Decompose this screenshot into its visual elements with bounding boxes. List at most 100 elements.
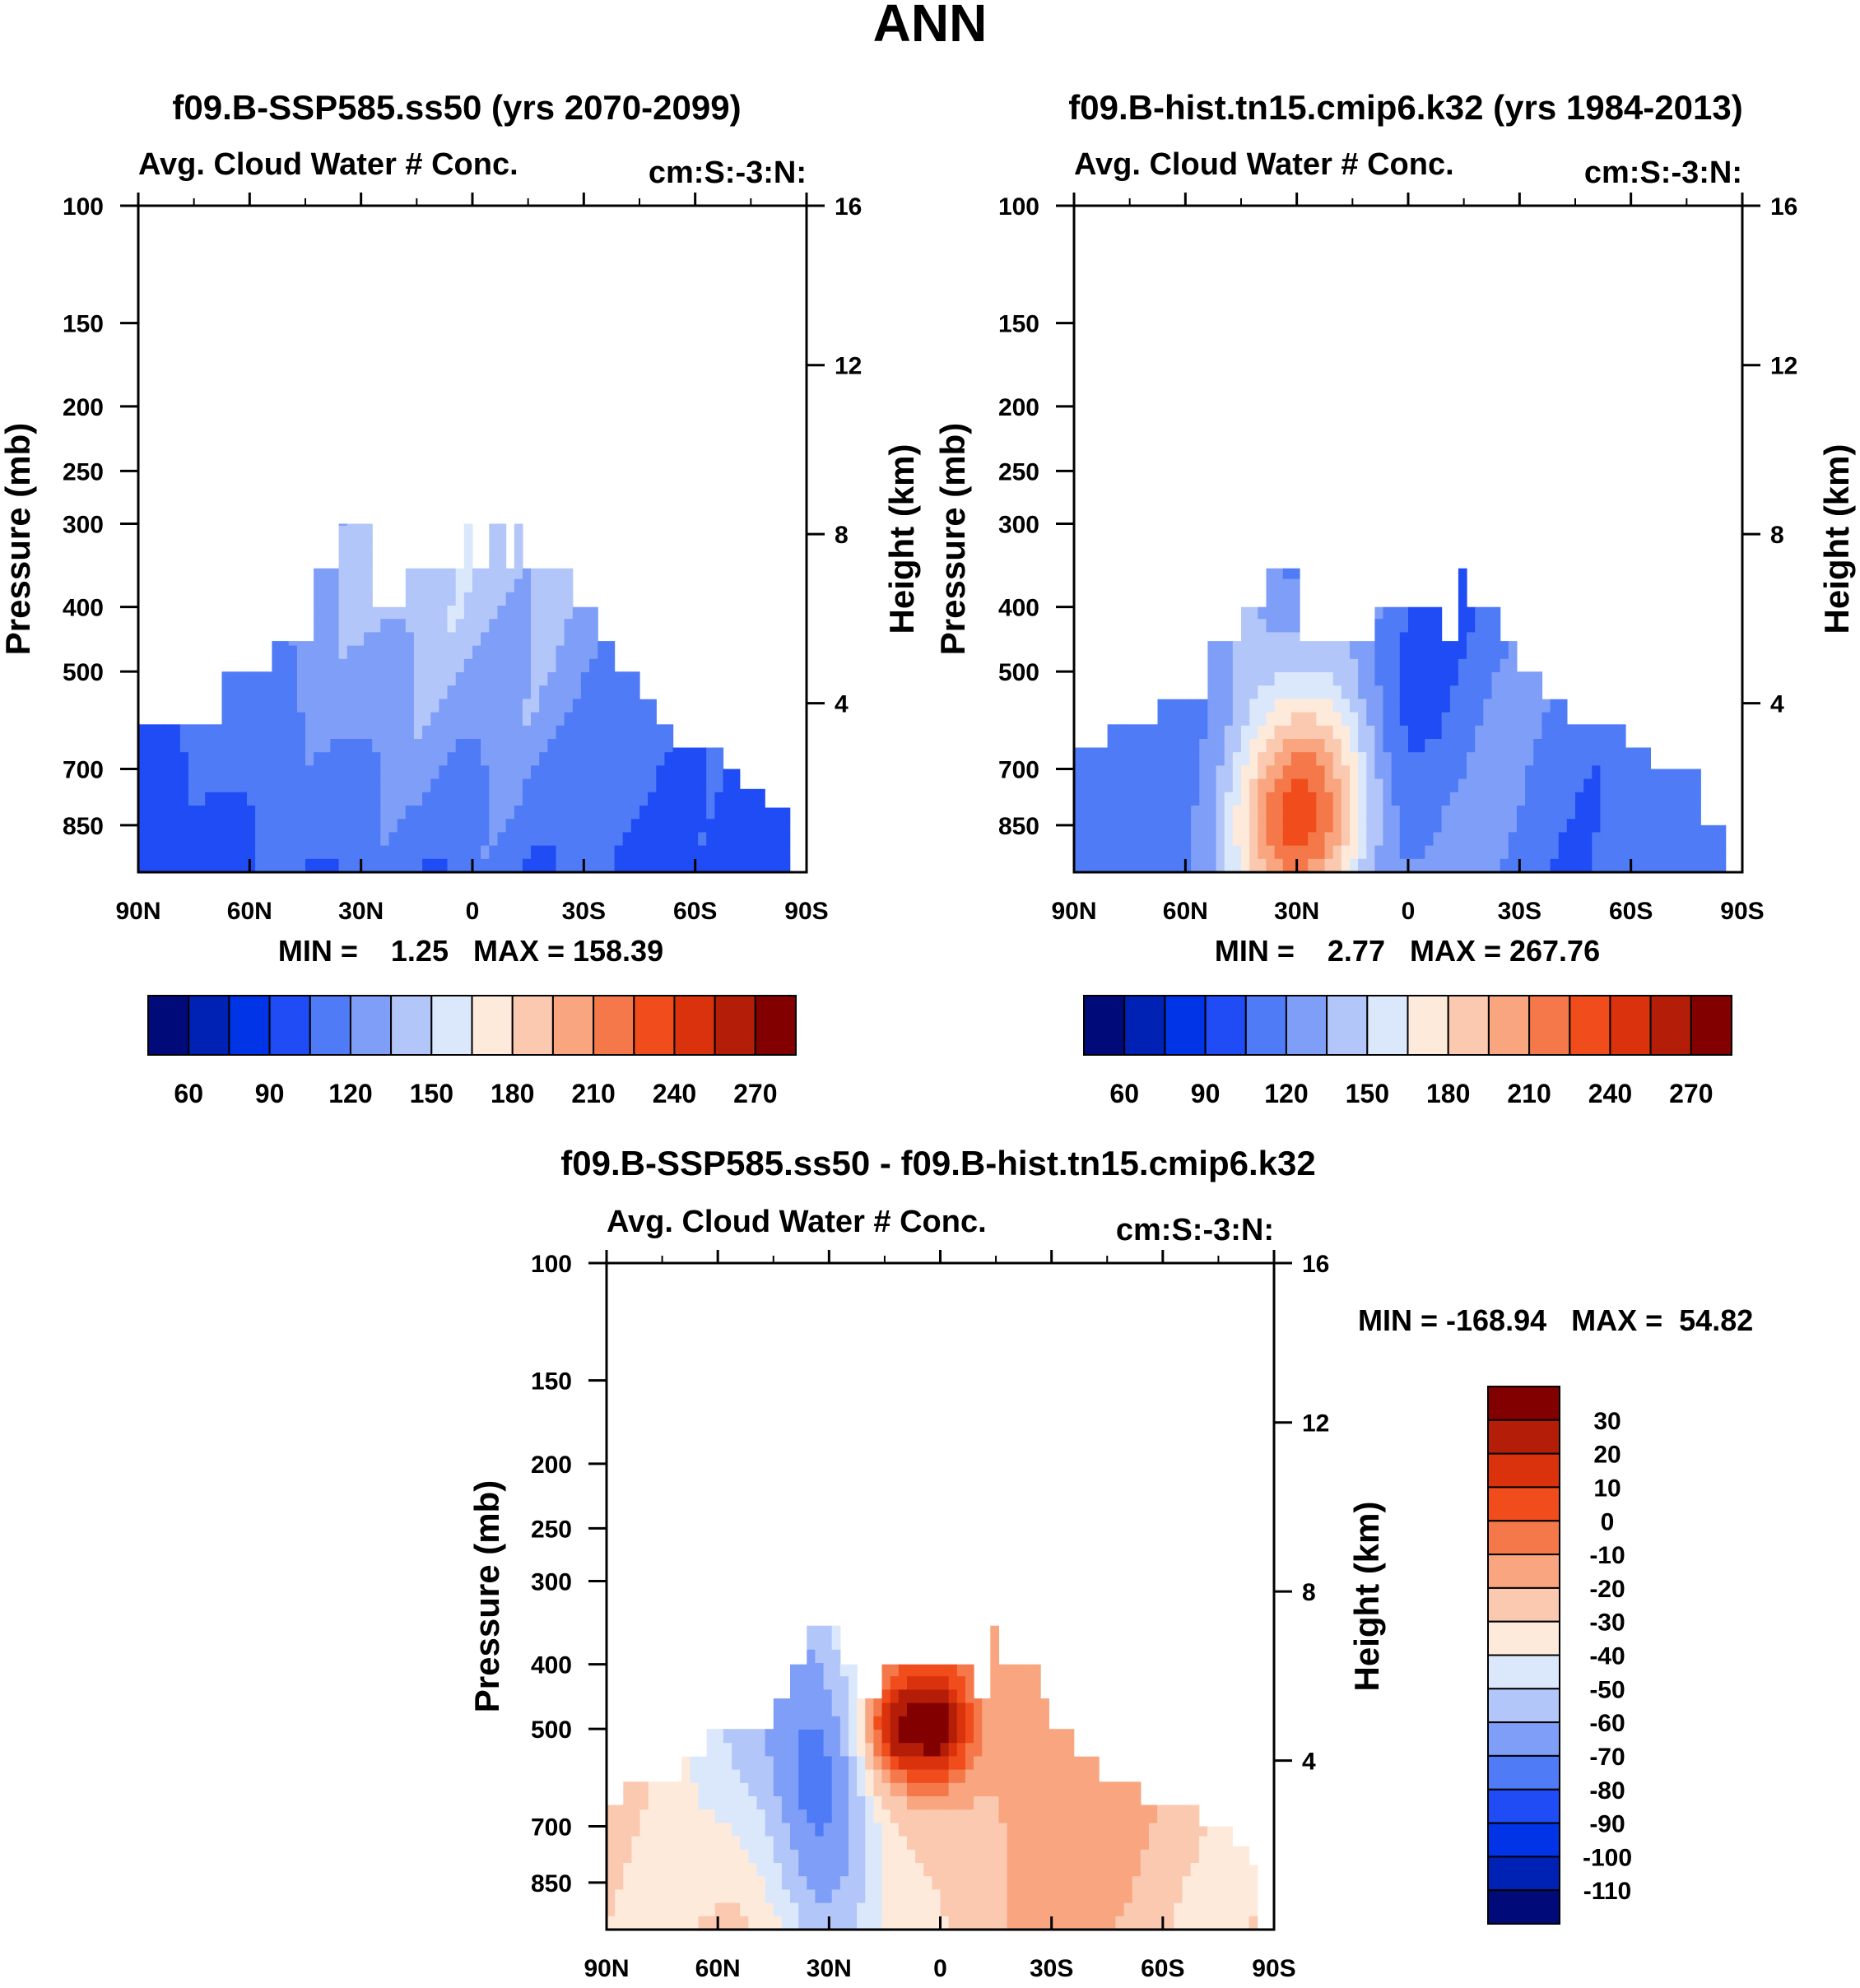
field-cell [1667, 858, 1676, 873]
field-cell [1290, 592, 1300, 606]
field-cell [472, 845, 481, 860]
field-cell [615, 1876, 624, 1890]
field-cell [163, 832, 173, 847]
field-cell [1399, 645, 1409, 660]
field-cell [1558, 739, 1568, 753]
field-cell [1115, 725, 1125, 740]
field-cell [648, 1781, 658, 1784]
field-cell [1207, 1863, 1216, 1877]
field-cell [673, 1836, 682, 1851]
field-cell [990, 1796, 999, 1810]
field-cell [1525, 778, 1534, 793]
field-cell [839, 1849, 849, 1864]
field-cell [1132, 1916, 1142, 1930]
field-cell [1541, 699, 1551, 713]
field-cell [907, 1689, 916, 1704]
field-cell [998, 1782, 1008, 1797]
field-cell [531, 568, 540, 580]
field-cell [1475, 685, 1484, 699]
field-cell [272, 739, 281, 753]
field-cell [1174, 1809, 1183, 1823]
field-cell [639, 792, 649, 806]
field-cell [881, 1689, 891, 1704]
field-cell [1115, 1849, 1125, 1864]
field-cell [397, 845, 407, 860]
colorbar: 60 90 120 150 180 210 240 270 [1083, 995, 1733, 1108]
field-cell [1015, 1836, 1025, 1851]
field-cell [338, 658, 348, 673]
field-cell [531, 806, 540, 820]
field-cell [1383, 619, 1393, 633]
field-cell [1191, 725, 1200, 740]
p-tick-label: 700 [531, 1814, 572, 1842]
field-cell [748, 1889, 757, 1904]
field-cell [615, 1849, 624, 1864]
field-cell [322, 672, 331, 686]
field-cell [1141, 792, 1150, 806]
field-cell [614, 752, 624, 766]
field-cell [940, 1769, 950, 1784]
field-cell [849, 1689, 858, 1704]
field-cell [272, 641, 281, 647]
field-cell [1383, 606, 1393, 620]
field-cell [1216, 1863, 1225, 1877]
field-cell [639, 1823, 649, 1837]
field-cell [305, 712, 314, 727]
field-cell [932, 1702, 942, 1717]
field-cell [1023, 1769, 1033, 1784]
field-cell [1207, 641, 1217, 647]
field-cell [1467, 672, 1476, 686]
colorbar-label: 270 [733, 1079, 777, 1108]
field-cell [1300, 765, 1309, 780]
field-cell [1425, 752, 1435, 766]
field-cell [765, 1902, 774, 1917]
field-cell [865, 1769, 874, 1784]
field-cell [1608, 845, 1618, 860]
field-cell [907, 1702, 916, 1717]
field-cell [346, 552, 356, 566]
field-cell [1015, 1664, 1025, 1677]
field-cell [1441, 685, 1451, 699]
field-cell [890, 1849, 900, 1864]
field-cell [765, 1809, 774, 1823]
field-cell [1683, 858, 1693, 873]
field-cell [439, 858, 449, 873]
field-cell [439, 632, 449, 647]
field-cell [547, 632, 557, 647]
field-cell [1332, 752, 1342, 766]
field-cell [1073, 1876, 1083, 1890]
field-cell [622, 671, 632, 673]
field-cell [1049, 1809, 1058, 1823]
field-cell [1232, 685, 1242, 699]
field-cell [1015, 1823, 1025, 1837]
field-cell [405, 568, 415, 580]
field-cell [1399, 778, 1409, 793]
field-cell [522, 858, 532, 873]
field-cell [956, 1916, 966, 1930]
field-cell [1300, 806, 1309, 820]
field-cell [998, 1889, 1008, 1904]
field-cell [505, 752, 515, 766]
field-cell [1049, 1889, 1058, 1904]
field-cell [1174, 1889, 1183, 1904]
field-cell [940, 1849, 950, 1864]
field-cell [305, 792, 314, 806]
field-cell [1040, 1698, 1049, 1704]
field-cell [1132, 858, 1142, 873]
field-cell [1073, 1782, 1083, 1797]
field-cell [497, 672, 507, 686]
field-cell [1383, 672, 1393, 686]
field-cell [439, 792, 449, 806]
field-cell [1141, 724, 1150, 727]
field-cell [798, 1769, 807, 1784]
field-cell [463, 858, 473, 873]
field-cell [572, 712, 582, 727]
field-cell [405, 699, 415, 713]
field-cell [296, 778, 306, 793]
field-cell [1207, 1916, 1216, 1930]
field-cell [1023, 1756, 1033, 1771]
field-cell [873, 1730, 883, 1744]
field-cell [1425, 739, 1435, 753]
field-cell [598, 739, 607, 753]
field-cell [1191, 806, 1200, 820]
